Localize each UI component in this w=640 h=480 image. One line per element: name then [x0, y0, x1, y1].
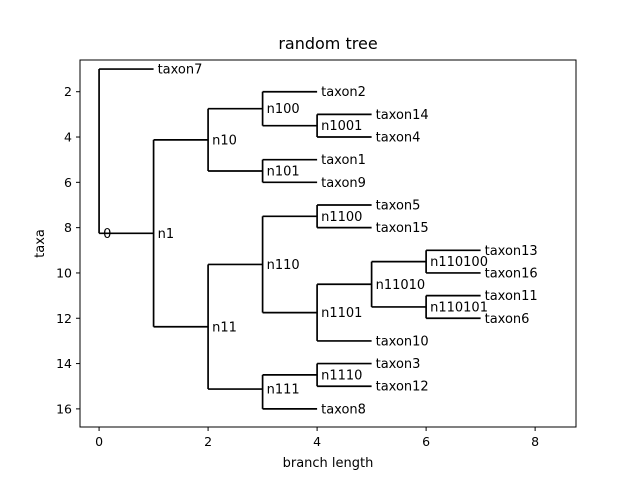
node-label-taxon11: taxon11 [485, 289, 538, 304]
x-axis-label: branch length [283, 456, 374, 471]
plot-frame [79, 59, 577, 428]
y-tick-label: 2 [64, 84, 72, 99]
node-label-n1001: n1001 [321, 119, 362, 134]
node-labels: 0 taxon7 n1 n10 n100 taxon2 n1001 taxon14 taxon4… [103, 63, 538, 418]
node-label-taxon3: taxon3 [376, 357, 421, 372]
y-tick-label: 4 [64, 130, 72, 145]
node-label-taxon5: taxon5 [376, 198, 421, 213]
node-label-n1110: n1110 [321, 368, 362, 383]
node-label-taxon10: taxon10 [376, 334, 429, 349]
node-label-taxon16: taxon16 [485, 266, 538, 281]
y-tick-label: 16 [56, 401, 72, 416]
node-label-taxon6: taxon6 [485, 312, 530, 327]
node-label-taxon14: taxon14 [376, 108, 429, 123]
node-label-n11: n11 [212, 320, 237, 335]
x-tick-label: 8 [531, 434, 539, 449]
node-label-n101: n101 [267, 165, 300, 180]
node-label-n100: n100 [267, 102, 300, 117]
node-label-n1: n1 [158, 227, 175, 242]
node-label-n1100: n1100 [321, 210, 362, 225]
x-tick-label: 4 [313, 434, 321, 449]
y-tick-label: 6 [64, 175, 72, 190]
node-label-n110100: n110100 [430, 255, 488, 270]
y-tick-label: 14 [56, 356, 72, 371]
node-label-n1101: n1101 [321, 306, 362, 321]
x-tick-label: 6 [422, 434, 430, 449]
node-label-n110101: n110101 [430, 300, 488, 315]
y-axis-label: taxa [33, 229, 48, 258]
y-tick-label: 8 [64, 220, 72, 235]
node-label-n111: n111 [267, 383, 300, 398]
node-label-taxon2: taxon2 [321, 85, 366, 100]
node-label-0: 0 [103, 227, 111, 242]
chart-title: random tree [278, 34, 377, 53]
node-label-taxon7: taxon7 [158, 63, 203, 78]
node-label-taxon8: taxon8 [321, 402, 366, 417]
y-axis-ticks: 2 4 6 8 10 12 14 16 [56, 84, 80, 416]
y-tick-label: 12 [56, 311, 72, 326]
node-label-taxon12: taxon12 [376, 380, 429, 395]
x-tick-label: 0 [95, 434, 103, 449]
tree-branches [98, 68, 481, 410]
x-tick-label: 2 [204, 434, 212, 449]
y-tick-label: 10 [56, 265, 72, 280]
node-label-taxon4: taxon4 [376, 131, 421, 146]
node-label-n10: n10 [212, 133, 237, 148]
x-axis-ticks: 0 2 4 6 8 [95, 427, 539, 449]
node-label-n11010: n11010 [376, 278, 426, 293]
node-label-taxon13: taxon13 [485, 244, 538, 259]
node-label-taxon15: taxon15 [376, 221, 429, 236]
node-label-taxon9: taxon9 [321, 176, 366, 191]
node-label-n110: n110 [267, 258, 300, 273]
node-label-taxon1: taxon1 [321, 153, 366, 168]
